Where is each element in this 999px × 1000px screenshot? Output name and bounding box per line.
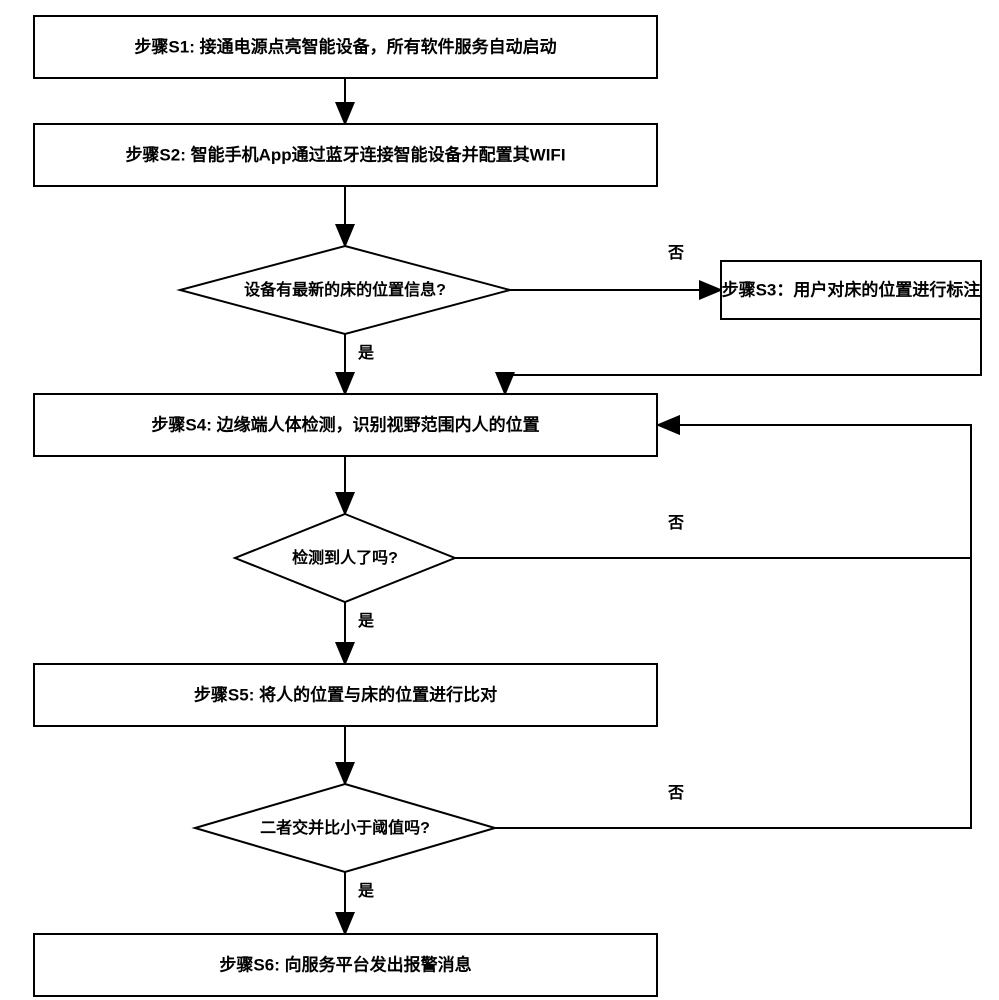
decision-d3-text: 二者交并比小于阈值吗?	[260, 818, 430, 837]
process-s1-text: 步骤S1: 接通电源点亮智能设备，所有软件服务自动启动	[134, 36, 556, 56]
process-s3-text: 步骤S3：用户对床的位置进行标注	[722, 279, 981, 299]
flowchart-svg: 步骤S1: 接通电源点亮智能设备，所有软件服务自动启动步骤S2: 智能手机App…	[0, 0, 999, 1000]
process-s6-text: 步骤S6: 向服务平台发出报警消息	[219, 954, 471, 974]
nodes-layer: 步骤S1: 接通电源点亮智能设备，所有软件服务自动启动步骤S2: 智能手机App…	[34, 16, 981, 996]
edge-6-label: 是	[357, 612, 374, 630]
edge-10-label: 否	[667, 784, 684, 802]
process-s5-text: 步骤S5: 将人的位置与床的位置进行比对	[194, 684, 497, 704]
edge-4	[505, 319, 981, 394]
process-s2-text: 步骤S2: 智能手机App通过蓝牙连接智能设备并配置其WIFI	[125, 144, 565, 164]
edge-10	[495, 425, 971, 828]
edge-2-label: 否	[667, 244, 684, 262]
edges-layer	[345, 78, 981, 934]
edge-3-label: 是	[357, 344, 374, 362]
decision-d2-text: 检测到人了吗?	[292, 548, 398, 567]
decision-d1-text: 设备有最新的床的位置信息?	[244, 280, 446, 299]
edge-7-label: 否	[667, 514, 684, 532]
process-s4-text: 步骤S4: 边缘端人体检测，识别视野范围内人的位置	[151, 414, 539, 434]
edge-9-label: 是	[357, 882, 374, 900]
